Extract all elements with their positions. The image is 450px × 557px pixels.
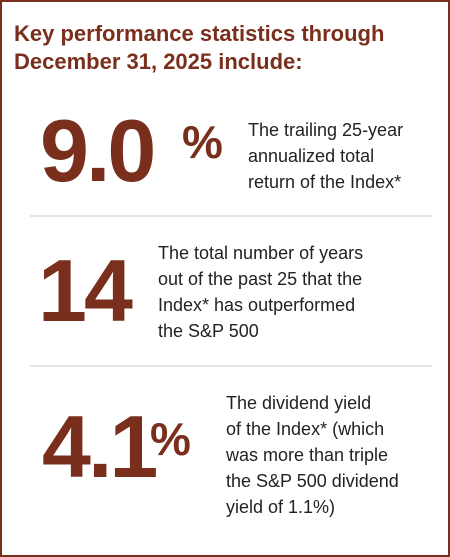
stat-description: return of the Index*	[248, 172, 401, 192]
stat-description: was more than triple	[225, 445, 388, 465]
stat-description: yield of 1.1%)	[226, 497, 335, 517]
stat-description: The dividend yield	[226, 393, 371, 413]
stat-value: 9.0	[40, 101, 153, 200]
title-line: December 31, 2025 include:	[14, 49, 303, 74]
stat-description: the S&P 500 dividend	[226, 471, 399, 491]
stat-suffix: %	[182, 116, 223, 168]
stat-suffix: %	[150, 413, 191, 465]
stat-description: The trailing 25-year	[248, 120, 403, 140]
stat-description: out of the past 25 that the	[158, 269, 362, 289]
stat-description: the S&P 500	[158, 321, 259, 341]
stat-description: of the Index* (which	[226, 419, 384, 439]
stat-description: annualized total	[248, 146, 374, 166]
stat-value: 14	[38, 241, 133, 340]
stat-description: The total number of years	[158, 243, 363, 263]
title-line: Key performance statistics through	[14, 21, 384, 46]
stat-description: Index* has outperformed	[158, 295, 355, 315]
stat-value: 4.1	[42, 397, 156, 496]
